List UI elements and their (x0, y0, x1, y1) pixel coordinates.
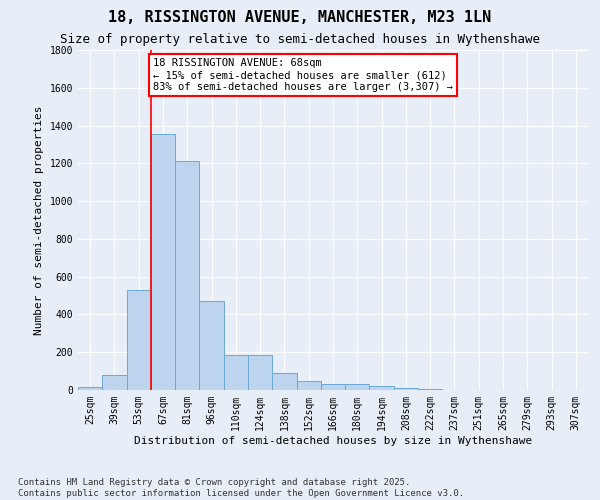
Bar (321, 384, 345, 390)
Bar (394, 388, 418, 390)
Bar (296, 381, 321, 390)
Text: 18, RISSINGTON AVENUE, MANCHESTER, M23 1LN: 18, RISSINGTON AVENUE, MANCHESTER, M23 1… (109, 10, 491, 25)
Y-axis label: Number of semi-detached properties: Number of semi-detached properties (34, 106, 44, 335)
Bar (151, 134, 175, 390)
X-axis label: Distribution of semi-detached houses by size in Wythenshawe: Distribution of semi-detached houses by … (134, 436, 532, 446)
Bar (345, 384, 370, 390)
Bar (272, 374, 296, 390)
Text: Size of property relative to semi-detached houses in Wythenshawe: Size of property relative to semi-detach… (60, 32, 540, 46)
Bar (224, 355, 248, 390)
Text: 18 RISSINGTON AVENUE: 68sqm
← 15% of semi-detached houses are smaller (612)
83% : 18 RISSINGTON AVENUE: 68sqm ← 15% of sem… (153, 58, 453, 92)
Bar (78, 387, 102, 390)
Bar (199, 301, 224, 390)
Bar (102, 375, 127, 390)
Text: Contains HM Land Registry data © Crown copyright and database right 2025.
Contai: Contains HM Land Registry data © Crown c… (18, 478, 464, 498)
Bar (248, 355, 272, 390)
Bar (175, 160, 199, 390)
Bar (370, 386, 394, 390)
Bar (418, 389, 442, 390)
Bar (127, 290, 151, 390)
